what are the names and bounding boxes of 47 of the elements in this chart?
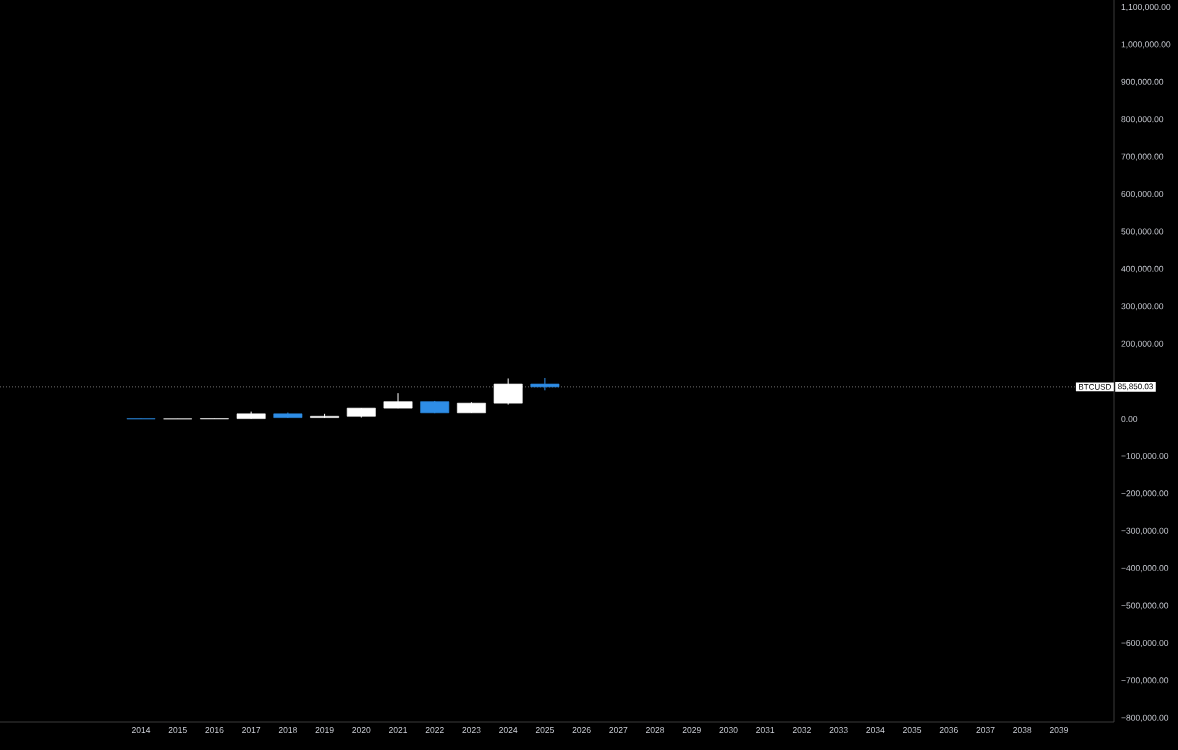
y-tick-label: 200,000.00 — [1121, 340, 1164, 348]
x-tick-label: 2033 — [829, 727, 848, 734]
x-tick-label: 2024 — [499, 727, 518, 734]
y-tick-label: 700,000.00 — [1121, 153, 1164, 161]
x-tick-label: 2016 — [205, 727, 224, 734]
x-tick-label: 2025 — [535, 727, 554, 734]
y-tick-label: 0.00 — [1121, 415, 1138, 422]
ref-line-label: BTCUSD — [1079, 384, 1111, 390]
x-tick-label: 2030 — [719, 727, 738, 734]
y-tick-label: −600,000.00 — [1121, 639, 1169, 647]
x-tick-label: 2014 — [131, 727, 151, 734]
x-tick-label: 2017 — [242, 727, 261, 734]
y-tick-label: 1,000,000.00 — [1121, 41, 1171, 49]
x-tick-label: 2037 — [976, 727, 995, 734]
x-tick-label: 2034 — [866, 727, 885, 734]
y-tick-label: 500,000.00 — [1121, 228, 1164, 236]
y-tick-label: −700,000.00 — [1121, 677, 1169, 685]
x-tick-label: 2023 — [462, 727, 481, 734]
x-tick-label: 2035 — [903, 727, 922, 734]
text: 85,850.03 — [1118, 383, 1153, 391]
y-tick-label: 400,000.00 — [1121, 265, 1164, 273]
x-tick-label: 2018 — [278, 727, 297, 734]
x-tick-label: 2027 — [609, 727, 628, 734]
x-tick-label: 2028 — [646, 727, 665, 734]
y-tick-label: 900,000.00 — [1121, 78, 1164, 86]
y-tick-label: 800,000.00 — [1121, 116, 1164, 124]
x-tick-label: 2026 — [572, 727, 591, 734]
y-tick-label: 600,000.00 — [1121, 191, 1164, 199]
y-tick-label: −100,000.00 — [1121, 452, 1169, 460]
y-tick-label: 300,000.00 — [1121, 303, 1164, 311]
y-tick-label: 1,100,000.00 — [1121, 3, 1171, 11]
y-tick-label: −400,000.00 — [1121, 565, 1169, 573]
y-tick-label: −500,000.00 — [1121, 602, 1169, 610]
x-tick-label: 2032 — [792, 727, 811, 734]
x-tick-label: 2020 — [352, 727, 371, 734]
x-tick-label: 2031 — [756, 727, 775, 734]
y-tick-label: −800,000.00 — [1121, 714, 1169, 722]
x-tick-label: 2022 — [425, 727, 444, 734]
x-tick-label: 2036 — [939, 727, 958, 734]
x-tick-label: 2019 — [315, 727, 334, 734]
y-tick-label: −300,000.00 — [1121, 527, 1169, 535]
x-tick-label: 2038 — [1013, 727, 1032, 734]
x-tick-label: 2015 — [168, 727, 187, 734]
x-tick-label: 2021 — [388, 727, 408, 734]
x-tick-label: 2039 — [1049, 727, 1068, 734]
x-tick-label: 2029 — [682, 727, 701, 734]
y-tick-label: −200,000.00 — [1121, 490, 1169, 498]
